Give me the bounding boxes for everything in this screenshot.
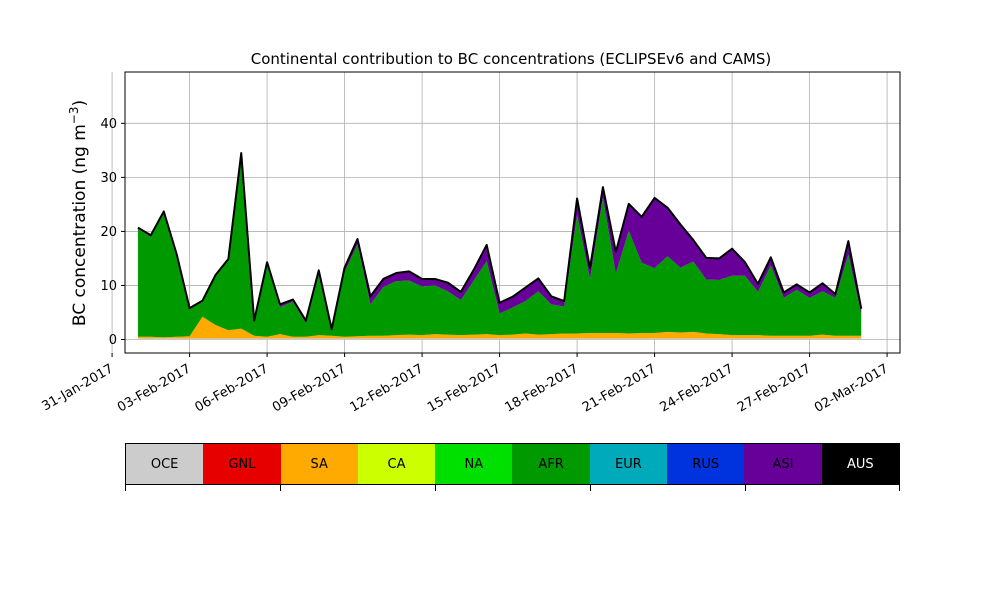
stacked-areas [137,153,862,340]
legend-colorbar-ticks [125,485,900,493]
area-oce [137,338,862,340]
legend-tick-mark [745,485,746,491]
x-tick-label: 31-Jan-2017 [39,361,116,414]
x-tick-label: 15-Feb-2017 [425,361,504,415]
legend-tick-mark [435,485,436,491]
y-axis-label-exponent: −3 [67,106,81,124]
legend-na: NA [435,444,513,484]
x-tick-label: 06-Feb-2017 [193,361,272,415]
y-tick-label: 30 [100,171,117,186]
total-concentration-line [137,152,863,331]
y-tick-label: 10 [100,279,117,294]
y-axis-label-main: BC concentration (ng m [70,124,90,326]
y-axis-label-close: ) [70,100,90,107]
x-tick-label: 24-Feb-2017 [658,361,737,415]
legend-tick-mark [899,485,900,491]
y-axis: 0 10 20 30 40 [100,117,125,348]
legend-tick-mark [590,485,591,491]
legend-tick-mark [125,485,126,491]
legend-sa: SA [280,444,358,484]
x-tick-label: 09-Feb-2017 [270,361,349,415]
legend-eur: EUR [589,444,668,484]
legend-oce: OCE [126,444,204,484]
area-afr [137,155,862,338]
x-tick-label: 21-Feb-2017 [580,361,659,415]
legend-aus: AUS [821,444,899,484]
legend-rus: RUS [667,444,745,484]
x-tick-label: 02-Mar-2017 [812,361,891,415]
plot-area [111,71,901,354]
x-axis: 31-Jan-201703-Feb-201706-Feb-201709-Feb-… [39,353,891,416]
y-tick-label: 0 [109,333,117,348]
x-tick-label: 03-Feb-2017 [115,361,194,415]
legend-ca: CA [357,444,436,484]
x-tick-label: 18-Feb-2017 [503,361,582,415]
legend-tick-mark [280,485,281,491]
legend-asi: ASI [744,444,822,484]
x-tick-label: 27-Feb-2017 [735,361,814,415]
legend-afr: AFR [512,444,590,484]
y-tick-label: 40 [100,117,117,132]
x-tick-label: 12-Feb-2017 [348,361,427,415]
chart-title: Continental contribution to BC concentra… [251,50,772,68]
y-tick-label: 20 [100,225,117,240]
area-sa [137,316,862,339]
plot-frame [124,71,901,354]
legend-gnl: GNL [203,444,281,484]
y-axis-label: BC concentration (ng m−3) [67,100,90,326]
region-legend-colorbar: OCE GNL SA CA NA AFR EUR RUS ASI AUS [125,443,900,485]
